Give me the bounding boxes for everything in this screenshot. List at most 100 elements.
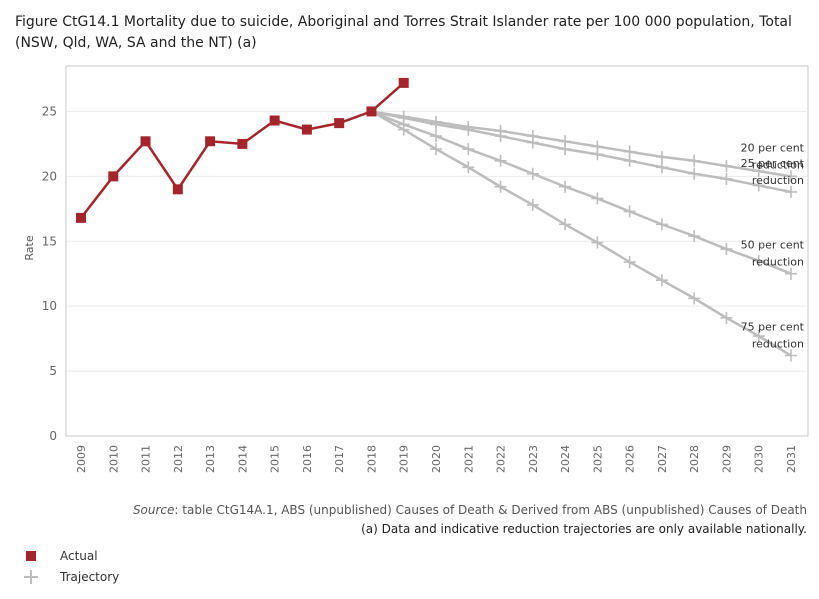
- trajectory-point: [655, 218, 668, 231]
- trajectory-point: [623, 256, 636, 269]
- trajectory-point: [785, 349, 797, 362]
- trajectory-point: [785, 170, 797, 183]
- trajectory-point: [785, 267, 797, 280]
- trajectory-point: [526, 136, 539, 149]
- trajectory-point: [720, 243, 733, 256]
- x-tick-label: 2022: [495, 445, 508, 473]
- actual-point: [398, 77, 409, 88]
- trajectory-series: 75 per cent reduction: [370, 110, 805, 362]
- x-tick-label: 2020: [430, 445, 443, 473]
- trajectory-point: [559, 143, 572, 156]
- trajectory-point: [623, 154, 636, 167]
- x-tick-label: 2012: [172, 445, 185, 473]
- x-tick-label: 2016: [301, 445, 314, 473]
- x-tick-label: 2017: [333, 445, 346, 473]
- x-tick-label: 2026: [624, 445, 637, 473]
- x-tick-label: 2029: [720, 445, 733, 473]
- trajectory-point: [559, 218, 572, 231]
- x-tick-label: 2021: [462, 445, 475, 473]
- x-tick-label: 2009: [75, 445, 88, 473]
- trajectory-point: [591, 148, 604, 161]
- y-tick-label: 10: [42, 299, 57, 313]
- trajectory-line: [371, 110, 792, 194]
- trajectory-point: [494, 154, 507, 167]
- actual-point: [237, 138, 248, 149]
- y-tick-label: 5: [49, 364, 57, 378]
- trajectory-label: reduction: [752, 174, 804, 187]
- trajectory-point: [494, 130, 507, 143]
- trajectory-point: [688, 292, 701, 305]
- trajectory-label: 25 per cent: [741, 157, 805, 170]
- trajectory-point: [591, 192, 604, 205]
- x-tick-label: 2024: [559, 445, 572, 473]
- chart-title: Figure CtG14.1 Mortality due to suicide,…: [15, 14, 792, 51]
- legend-item-trajectory[interactable]: Trajectory: [22, 569, 119, 585]
- trajectory-point: [688, 230, 701, 243]
- actual-point: [269, 115, 280, 126]
- source-note: Source: table CtG14A.1, ABS (unpublished…: [133, 503, 807, 517]
- trajectory-point: [430, 130, 442, 143]
- trajectory-label: reduction: [752, 256, 804, 269]
- actual-point: [366, 106, 377, 117]
- x-tick-label: 2019: [398, 445, 411, 473]
- legend-label-actual: Actual: [60, 549, 98, 563]
- actual-point: [172, 184, 183, 195]
- trajectory-series: 20 per cent reduction: [371, 110, 805, 183]
- trajectory-point: [720, 311, 733, 324]
- trajectory-point: [494, 180, 507, 193]
- actual-point: [140, 136, 151, 147]
- x-tick-label: 2025: [591, 445, 604, 473]
- trajectory-point: [720, 159, 733, 172]
- y-tick-label: 25: [42, 104, 57, 118]
- trajectory-label: 50 per cent: [741, 239, 805, 252]
- trajectory-point: [462, 161, 475, 174]
- trajectory-point: [752, 254, 765, 267]
- x-tick-label: 2023: [527, 445, 540, 473]
- y-tick-label: 0: [49, 429, 57, 443]
- actual-point: [205, 136, 216, 147]
- trajectory-label: 75 per cent: [741, 321, 805, 334]
- trajectory-point: [655, 274, 668, 287]
- trajectory-point: [462, 143, 475, 156]
- trajectory-line: [370, 110, 792, 357]
- trajectory-point: [752, 179, 765, 192]
- trajectory-point: [785, 185, 797, 198]
- actual-point: [301, 124, 312, 135]
- trajectory-point: [720, 172, 733, 185]
- plot-frame: [65, 65, 809, 437]
- trajectory-point: [623, 205, 636, 218]
- trajectory-point: [752, 165, 765, 178]
- trajectory-point: [526, 167, 539, 180]
- x-tick-label: 2013: [204, 445, 217, 473]
- trajectory-series: 50 per cent reduction: [370, 110, 805, 280]
- footnote: (a) Data and indicative reduction trajec…: [361, 522, 807, 536]
- trajectory-point: [752, 330, 765, 343]
- trajectory-point: [688, 167, 701, 180]
- y-axis-title: Rate: [23, 235, 36, 260]
- legend-item-actual[interactable]: Actual: [22, 548, 98, 564]
- source-text: : table CtG14A.1, ABS (unpublished) Caus…: [174, 503, 807, 517]
- x-tick-label: 2027: [656, 445, 669, 473]
- trajectory-point: [559, 180, 572, 193]
- trajectory-line: [371, 110, 792, 178]
- plus-marker-icon: [22, 569, 40, 585]
- x-tick-label: 2031: [785, 445, 798, 473]
- actual-point: [76, 212, 86, 223]
- actual-line: [80, 81, 405, 219]
- trajectory-label: 20 per cent: [741, 141, 805, 154]
- trajectory-point: [688, 154, 701, 167]
- x-tick-label: 2015: [269, 445, 282, 473]
- trajectory-point: [591, 236, 604, 249]
- trajectory-label: reduction: [752, 158, 804, 171]
- actual-series: [76, 77, 409, 223]
- actual-point: [108, 171, 119, 182]
- square-marker-icon: [22, 548, 40, 564]
- x-tick-label: 2018: [365, 445, 378, 473]
- x-tick-label: 2010: [107, 445, 120, 473]
- trajectory-point: [655, 150, 668, 163]
- legend-label-trajectory: Trajectory: [60, 570, 120, 584]
- trajectory-point: [430, 118, 442, 131]
- source-label: Source: [132, 503, 175, 517]
